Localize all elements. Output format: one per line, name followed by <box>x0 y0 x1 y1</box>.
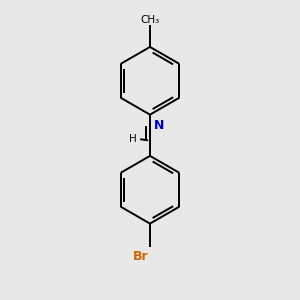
Text: Br: Br <box>134 250 149 263</box>
Text: N: N <box>154 119 164 132</box>
Text: CH₃: CH₃ <box>140 15 160 25</box>
Text: H: H <box>129 134 137 144</box>
